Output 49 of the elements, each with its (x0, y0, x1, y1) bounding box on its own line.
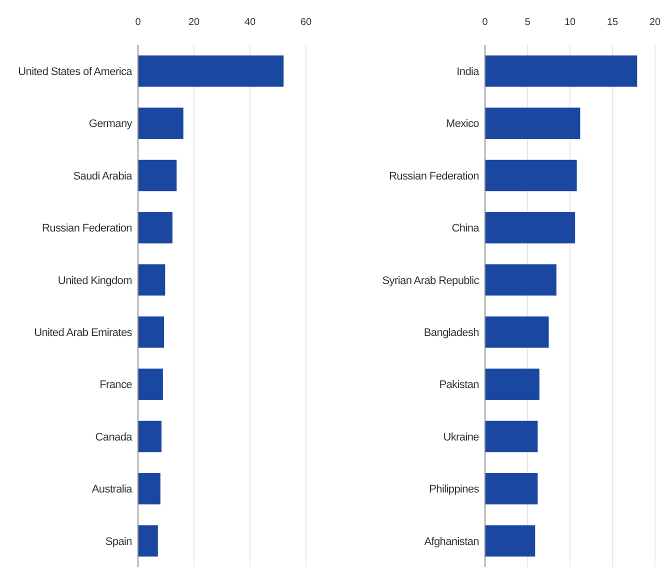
y-tick-label: United Arab Emirates (34, 326, 133, 339)
x-tick-label: 5 (524, 17, 531, 28)
bar (485, 160, 577, 192)
bar (138, 212, 172, 244)
bar (138, 160, 177, 192)
bar (485, 316, 549, 348)
bar (138, 525, 158, 557)
x-tick-label: 20 (188, 17, 200, 28)
x-tick-label: 0 (482, 17, 488, 28)
x-tick-label: 15 (606, 17, 618, 28)
y-tick-label: France (100, 379, 132, 392)
bar (138, 55, 284, 87)
bar (485, 473, 538, 504)
y-tick-label: Russian Federation (42, 222, 132, 235)
y-tick-label: Canada (95, 431, 134, 444)
bar (485, 264, 556, 296)
bar (485, 108, 580, 139)
y-tick-label: Afghanistan (424, 536, 480, 548)
y-tick-label: Pakistan (439, 379, 480, 392)
y-tick-label: Bangladesh (424, 326, 480, 339)
y-tick-label: United States of America (18, 66, 134, 78)
y-tick-label: Saudi Arabia (73, 170, 134, 182)
bar (138, 108, 184, 139)
bar (138, 368, 163, 400)
y-tick-label: China (452, 222, 480, 235)
y-tick-label: Syrian Arab Republic (382, 274, 480, 287)
y-tick-label: Spain (105, 536, 132, 548)
bar (138, 473, 160, 504)
bar (138, 420, 162, 452)
bar (138, 316, 164, 348)
bar (485, 368, 540, 400)
y-tick-label: India (456, 66, 480, 78)
y-tick-label: Australia (92, 484, 134, 496)
y-tick-label: Germany (88, 118, 133, 130)
x-tick-label: 40 (244, 17, 256, 28)
x-tick-label: 20 (649, 17, 661, 28)
bar (485, 525, 536, 557)
bar (485, 212, 576, 244)
y-tick-label: Mexico (446, 118, 480, 130)
y-tick-label: Ukraine (443, 431, 480, 444)
x-tick-label: 60 (300, 17, 312, 28)
y-tick-label: United Kingdom (58, 274, 132, 287)
bar (138, 264, 166, 296)
x-tick-label: 10 (564, 17, 576, 28)
bar (485, 55, 638, 87)
x-tick-label: 0 (135, 17, 142, 28)
y-tick-label: Philippines (429, 484, 480, 496)
y-tick-label: Russian Federation (389, 170, 480, 182)
bar (485, 420, 538, 452)
